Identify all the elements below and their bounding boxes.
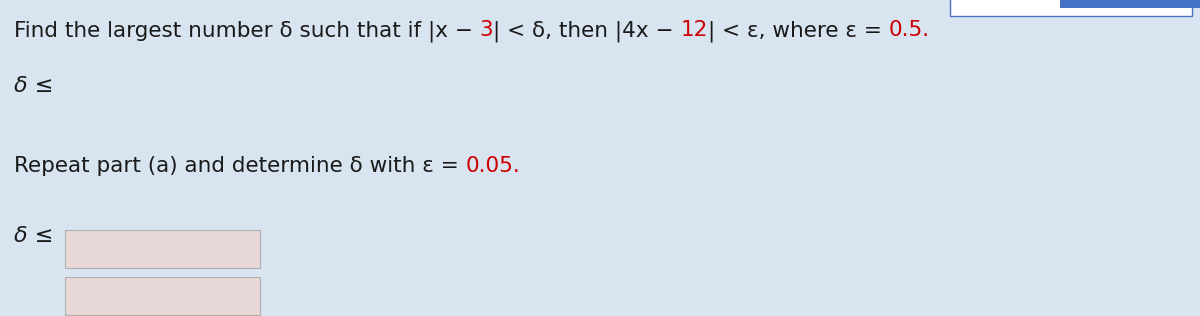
Text: | < δ, then |4x −: | < δ, then |4x −: [493, 20, 680, 41]
Text: Find the largest number δ such that if |x −: Find the largest number δ such that if |…: [14, 20, 480, 41]
FancyBboxPatch shape: [1060, 0, 1200, 8]
Text: δ ≤: δ ≤: [14, 76, 53, 96]
Text: 0.5.: 0.5.: [889, 20, 930, 40]
Text: Repeat part (a) and determine δ with ε =: Repeat part (a) and determine δ with ε =: [14, 156, 466, 176]
FancyBboxPatch shape: [950, 0, 1192, 16]
FancyBboxPatch shape: [65, 230, 260, 268]
Text: | < ε, where ε =: | < ε, where ε =: [708, 20, 889, 41]
Text: δ ≤: δ ≤: [14, 226, 53, 246]
Text: 3: 3: [480, 20, 493, 40]
FancyBboxPatch shape: [65, 277, 260, 315]
Text: 12: 12: [680, 20, 708, 40]
Text: 0.05.: 0.05.: [466, 156, 521, 176]
